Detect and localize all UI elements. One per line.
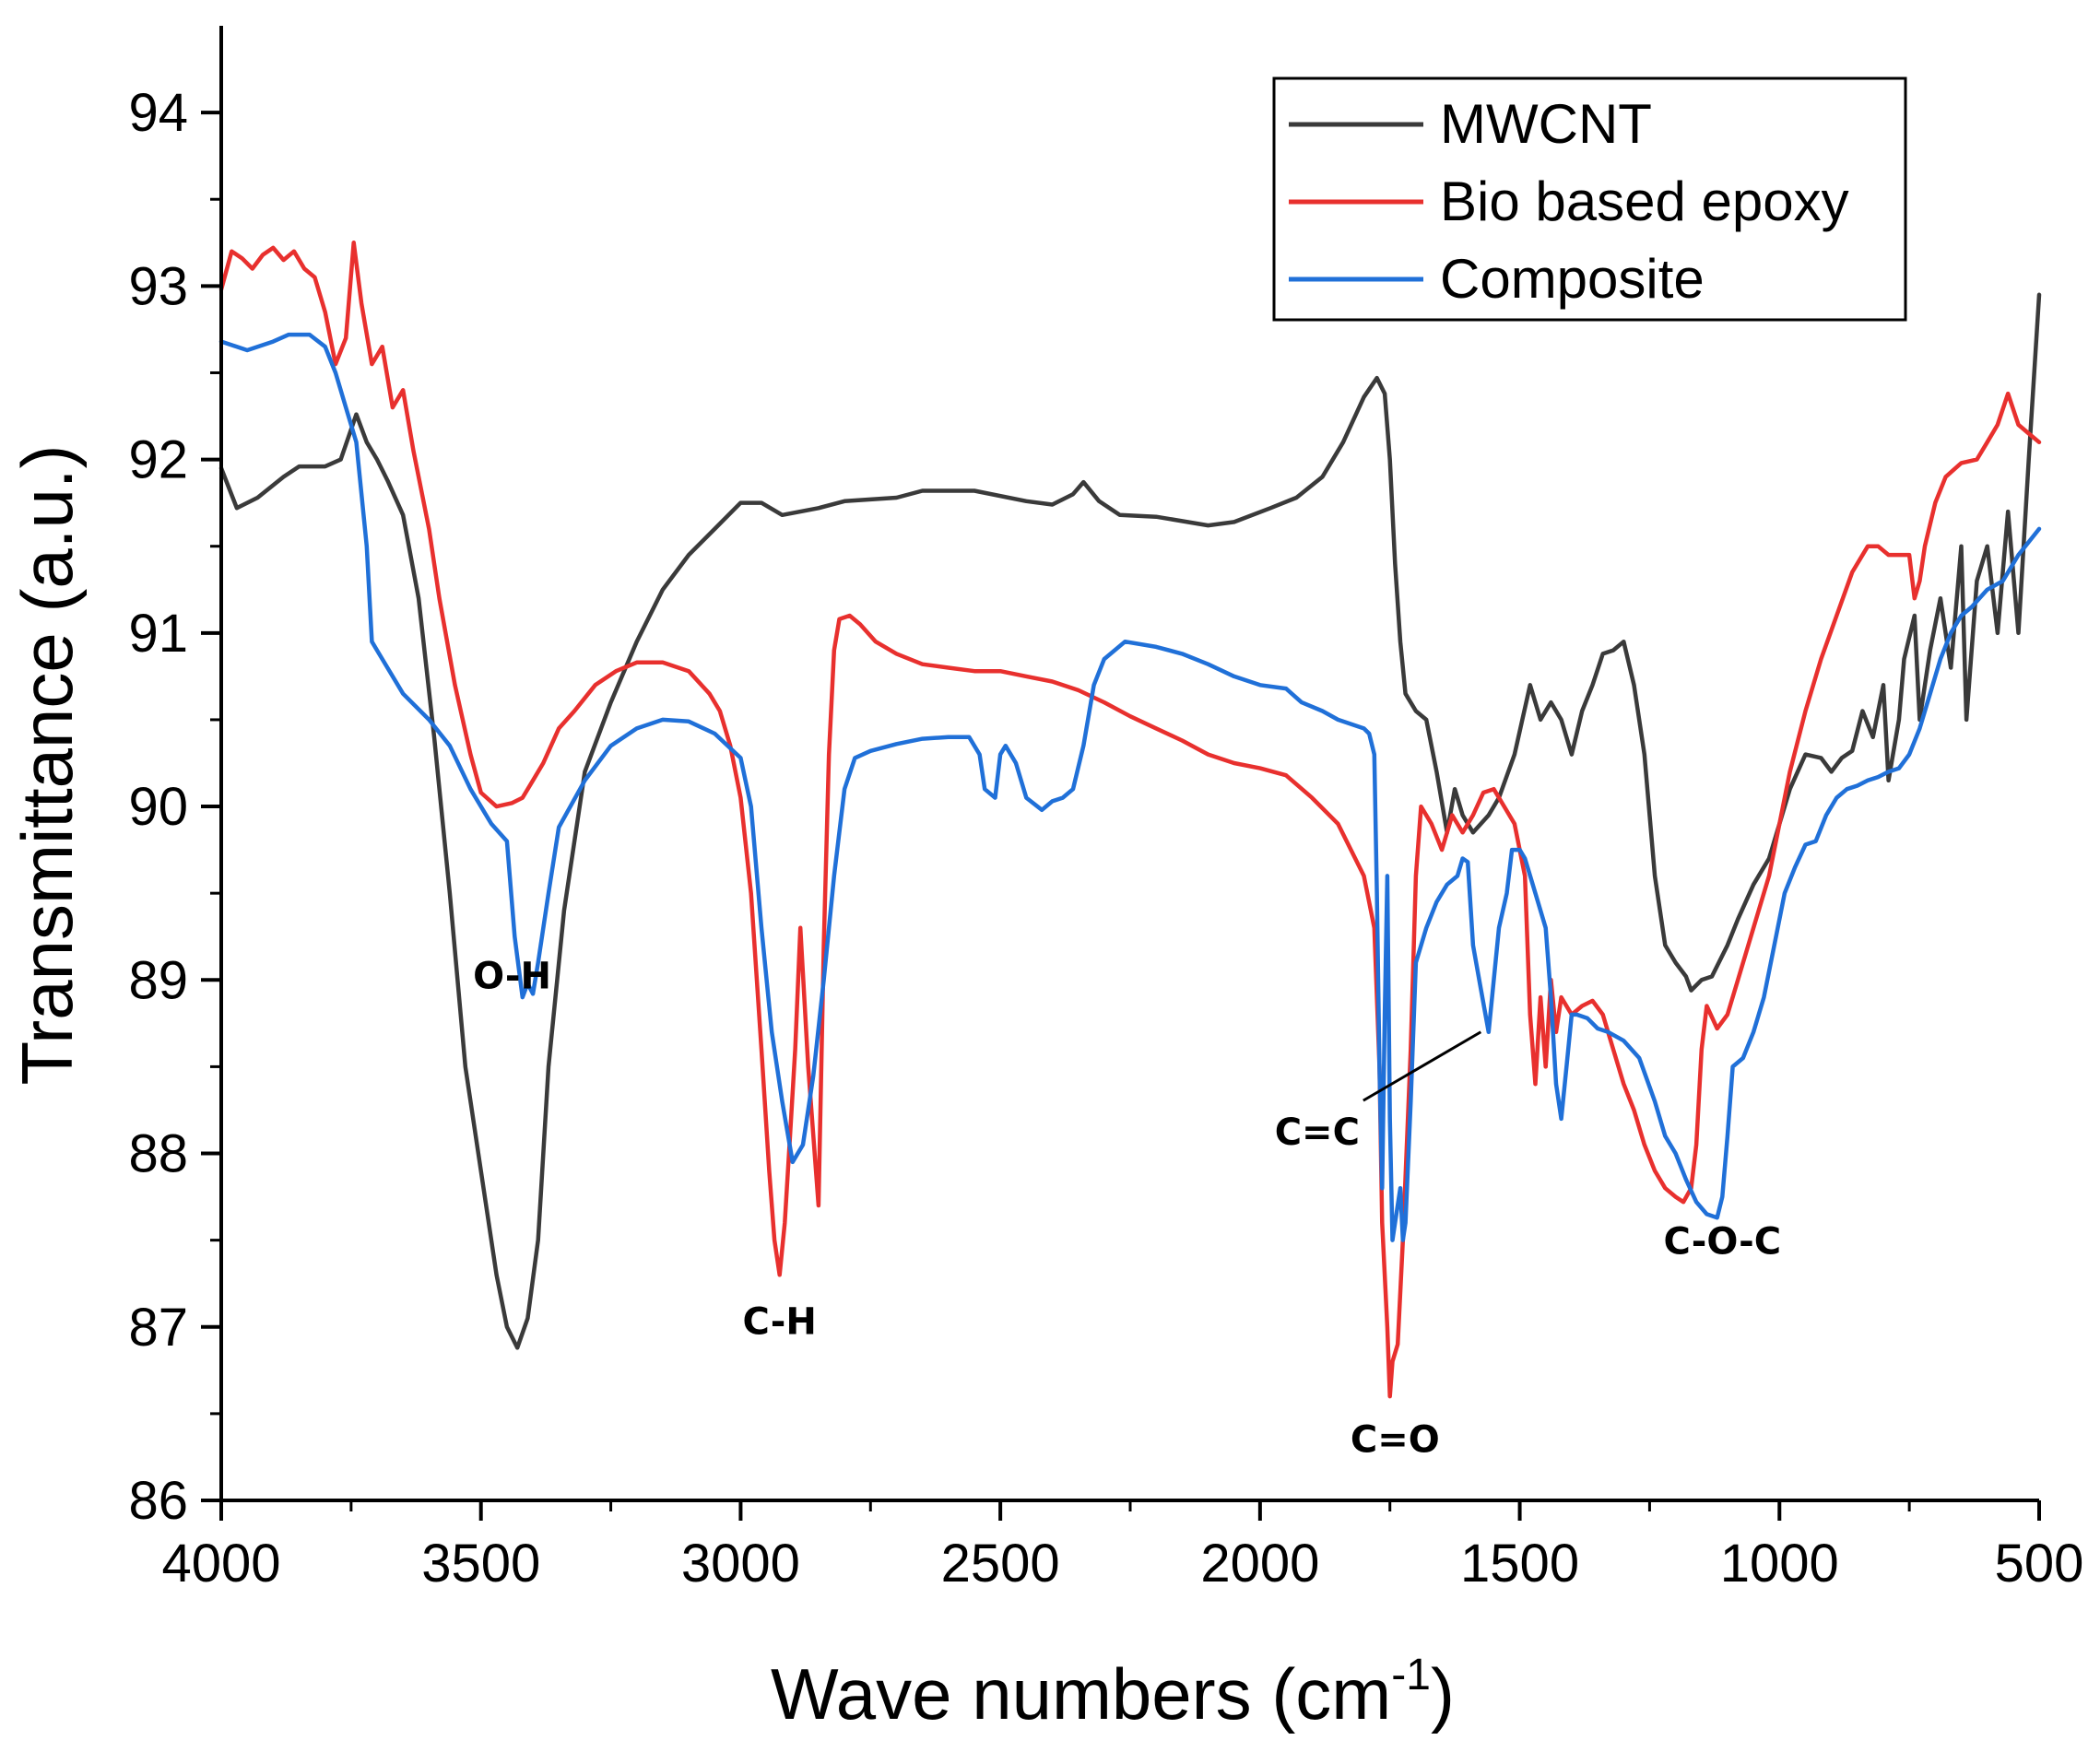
y-tick-label: 87 <box>128 1298 188 1358</box>
series-line-composite <box>218 332 2042 1242</box>
y-tick-label: 89 <box>128 950 188 1010</box>
annotation-c-o-c: C-O-C <box>1664 1221 1782 1264</box>
axes: 86 87 88 89 90 91 92 93 94 4000 3500 3000 2500 2000 15… <box>128 26 2083 1593</box>
x-tick-label: 500 <box>1995 1534 2084 1593</box>
x-axis-title-close: ) <box>1431 1653 1455 1734</box>
y-axis-title: Transmittance (a.u.) <box>6 445 88 1086</box>
y-tick-label: 86 <box>128 1471 188 1531</box>
y-tick-label: 88 <box>128 1124 188 1184</box>
y-tick-label: 93 <box>128 256 188 316</box>
x-tick-label: 1500 <box>1460 1534 1579 1593</box>
y-tick-label: 92 <box>128 430 188 490</box>
x-tick-label: 2500 <box>941 1534 1060 1593</box>
legend: MWCNT Bio based epoxy Composite <box>1272 76 1907 322</box>
x-tick-label: 1000 <box>1720 1534 1839 1593</box>
x-tick-label: 3000 <box>681 1534 800 1593</box>
annotations: O-H C-H C=C C=O C-O-C <box>473 956 1781 1462</box>
series-line-mwcnt <box>218 292 2042 1350</box>
y-tick-label: 94 <box>128 83 188 143</box>
series-line-bio-based-epoxy <box>218 241 2042 1399</box>
x-axis-title-sup: -1 <box>1391 1651 1431 1699</box>
x-axis-title-main: Wave numbers (cm <box>771 1653 1391 1734</box>
legend-label: Composite <box>1440 248 1705 310</box>
x-tick-label: 3500 <box>421 1534 540 1593</box>
y-tick-label: 90 <box>128 777 188 837</box>
annotation-o-h: O-H <box>473 956 551 998</box>
annotation-c-c: C=C <box>1275 1111 1360 1154</box>
x-tick-label: 2000 <box>1200 1534 1319 1593</box>
y-tick-label: 91 <box>128 604 188 664</box>
annotation-c-h: C-H <box>743 1300 817 1343</box>
legend-label: Bio based epoxy <box>1440 170 1849 232</box>
plot-series <box>218 241 2042 1399</box>
x-axis-title: Wave numbers (cm-1) <box>771 1651 1455 1734</box>
legend-label: MWCNT <box>1440 93 1652 155</box>
annotation-pointer-line <box>1363 1030 1482 1102</box>
annotation-c-o: C=O <box>1351 1418 1440 1461</box>
x-tick-label: 4000 <box>161 1534 280 1593</box>
